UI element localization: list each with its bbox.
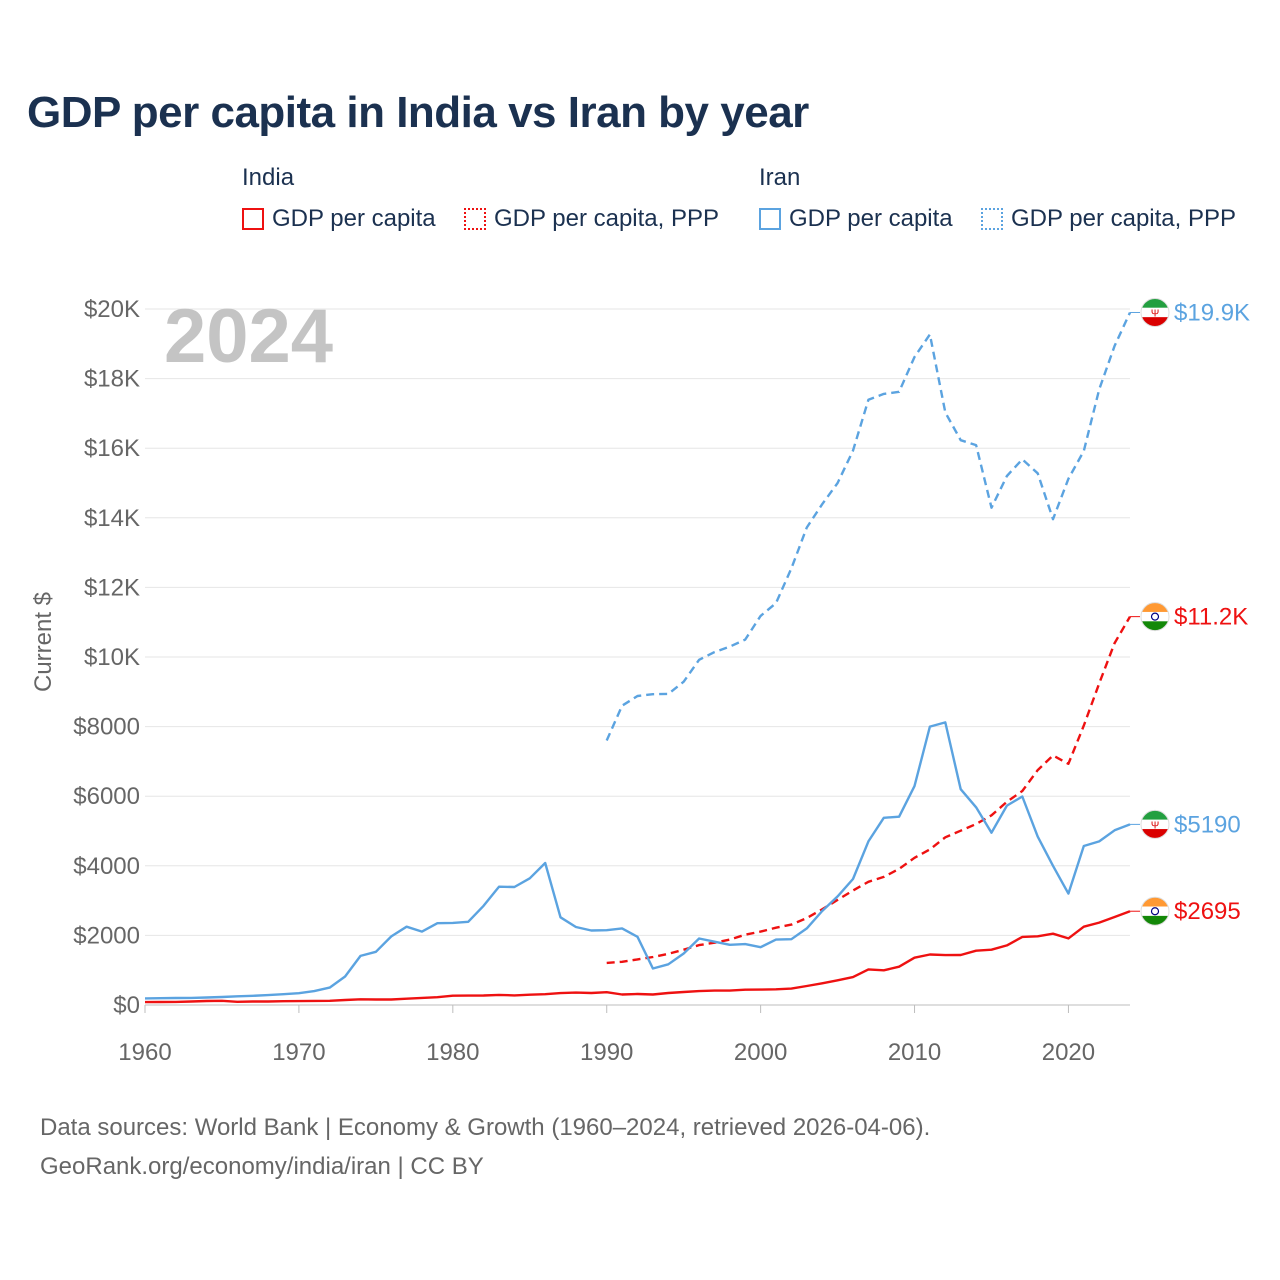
legend-swatch-dotted-icon: [981, 208, 1003, 230]
x-tick-label: 1960: [118, 1039, 171, 1066]
series-line-3: [605, 311, 1132, 741]
y-tick-label: $8000: [73, 714, 140, 741]
x-tick-label: 1990: [580, 1039, 633, 1066]
grid-lines: [145, 308, 1130, 1006]
iran-flag-icon: Ψ: [1141, 298, 1169, 327]
legend-group-iran: Iran: [759, 164, 801, 191]
legend-swatch-solid-icon: [242, 208, 264, 230]
x-tick-label: 1970: [272, 1039, 325, 1066]
y-axis-label: Current $: [30, 592, 57, 692]
y-tick-label: $12K: [84, 574, 140, 601]
end-value-label: $2695: [1174, 898, 1241, 925]
series-lines: [144, 311, 1132, 1004]
chart-title: GDP per capita in India vs Iran by year: [27, 88, 809, 137]
legend-label: GDP per capita: [789, 205, 953, 232]
x-axis: 1960 1970 1980 1990 2000 2010 2020: [118, 1005, 1095, 1066]
legend-swatch-solid-icon: [759, 208, 781, 230]
y-tick-label: $10K: [84, 644, 140, 671]
legend-label: GDP per capita, PPP: [1011, 205, 1236, 232]
footer: Data sources: World Bank | Economy & Gro…: [40, 1108, 930, 1186]
x-tick-label: 2020: [1042, 1039, 1095, 1066]
y-tick-label: $14K: [84, 505, 140, 532]
y-axis: $0 $2000 $4000 $6000 $8000 $10K $12K $14K $16K $1…: [73, 296, 140, 1019]
legend-label: GDP per capita: [272, 205, 436, 232]
y-tick-label: $18K: [84, 366, 140, 393]
y-tick-label: $4000: [73, 853, 140, 880]
india-flag-icon: [1141, 602, 1169, 631]
legend-item-iran-gdp[interactable]: GDP per capita: [759, 204, 953, 234]
y-tick-label: $2000: [73, 922, 140, 949]
series-line-0: [144, 910, 1131, 1004]
x-tick-label: 2010: [888, 1039, 941, 1066]
legend-item-india-gdp-ppp[interactable]: GDP per capita, PPP: [464, 204, 719, 234]
end-value-label: $11.2K: [1174, 604, 1248, 631]
series-line-1: [606, 615, 1132, 965]
end-labels: $2695 $11.2K Ψ $5190 Ψ $19.9K: [1130, 297, 1250, 926]
y-tick-label: $16K: [84, 435, 140, 462]
india-flag-icon: [1141, 897, 1169, 926]
legend-group-india: India: [242, 164, 295, 191]
legend-label: GDP per capita, PPP: [494, 205, 719, 232]
data-sources: Data sources: World Bank | Economy & Gro…: [40, 1114, 931, 1141]
series-line-2: [144, 721, 1131, 1000]
legend-swatch-dotted-icon: [464, 208, 486, 230]
svg-text:Ψ: Ψ: [1151, 820, 1159, 831]
x-tick-label: 1980: [426, 1039, 479, 1066]
y-tick-label: $0: [113, 992, 140, 1019]
legend-item-iran-gdp-ppp[interactable]: GDP per capita, PPP: [981, 204, 1236, 234]
end-value-label: $19.9K: [1174, 299, 1250, 326]
year-watermark: 2024: [164, 294, 333, 379]
end-value-label: $5190: [1174, 811, 1241, 838]
svg-text:Ψ: Ψ: [1151, 308, 1159, 319]
legend-item-india-gdp[interactable]: GDP per capita: [242, 204, 436, 234]
x-tick-label: 2000: [734, 1039, 787, 1066]
y-tick-label: $20K: [84, 296, 140, 323]
y-tick-label: $6000: [73, 783, 140, 810]
iran-flag-icon: Ψ: [1141, 810, 1169, 839]
source-link[interactable]: GeoRank.org/economy/india/iran | CC BY: [40, 1153, 484, 1180]
